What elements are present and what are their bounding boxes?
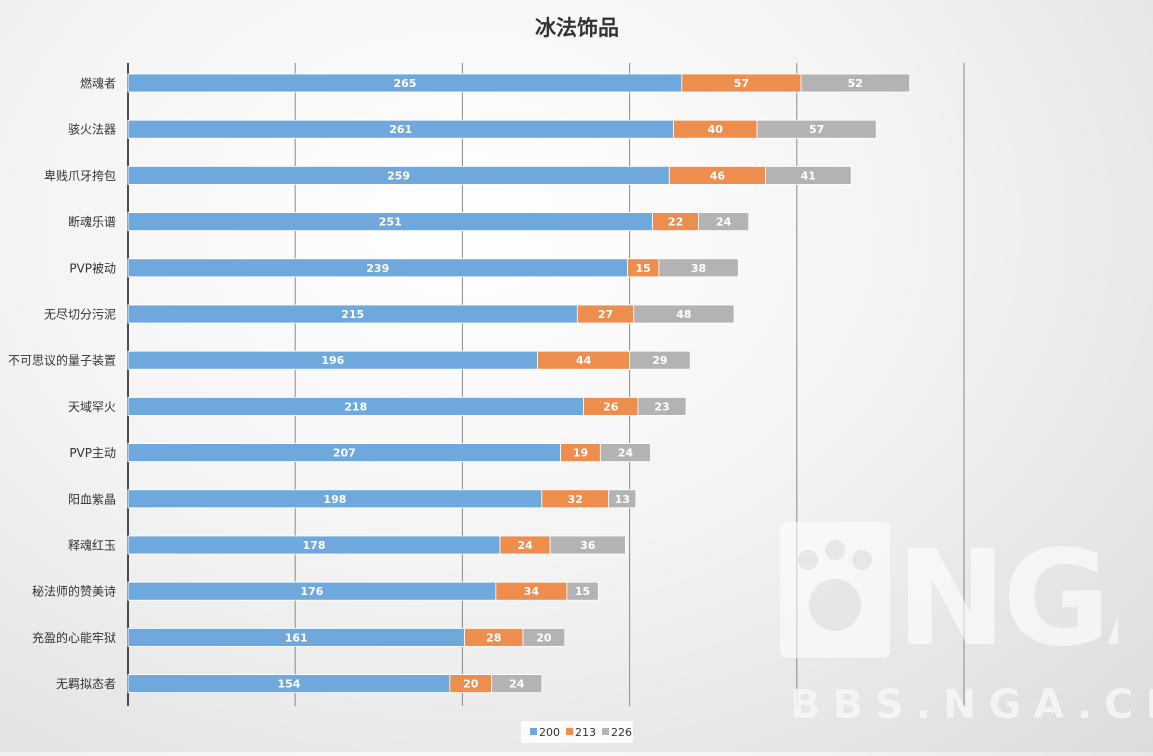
data-label: 265	[393, 77, 416, 90]
legend-label: 200	[539, 726, 560, 739]
bars	[127, 73, 911, 693]
bar-series-226	[637, 396, 687, 416]
legend: 200 213 226	[521, 721, 633, 743]
bar-series-226	[491, 674, 543, 693]
bar-series-226	[698, 212, 750, 232]
data-label: 19	[573, 447, 588, 460]
nga-watermark-logo: NGA	[780, 522, 1118, 660]
data-label: 161	[285, 631, 308, 644]
bar-series-226	[566, 581, 599, 601]
data-label: 41	[801, 169, 816, 182]
data-label: 22	[668, 216, 683, 229]
bar-series-226	[629, 350, 691, 370]
data-label: 24	[716, 216, 732, 229]
category-label: 骇火法器	[68, 122, 116, 137]
legend-label: 213	[575, 726, 596, 739]
data-label: 48	[676, 308, 691, 321]
data-label: 176	[300, 585, 323, 598]
category-label: 燃魂者	[80, 76, 116, 91]
category-label: 不可思议的量子装置	[8, 353, 116, 368]
data-label: 57	[809, 123, 824, 136]
bar-series-226	[756, 119, 877, 139]
data-label: 20	[536, 631, 552, 644]
data-label: 259	[387, 169, 410, 182]
data-label: 198	[323, 493, 346, 506]
data-label: 46	[710, 169, 726, 182]
category-label: 阳血紫晶	[68, 492, 116, 506]
data-label: 24	[517, 539, 533, 552]
legend-swatch	[602, 728, 609, 735]
bar-series-226	[800, 73, 911, 93]
data-label: 26	[603, 400, 619, 413]
bar-series-226	[633, 304, 735, 324]
legend-background	[521, 721, 633, 743]
data-label: 57	[734, 77, 749, 90]
data-label: 28	[486, 631, 501, 644]
bar-series-226	[599, 443, 651, 463]
category-label: 释魂红玉	[68, 538, 116, 553]
watermark-site-text: BBS.NGA.CN	[790, 682, 1153, 728]
data-label: 44	[576, 354, 592, 367]
category-label: 天域罕火	[68, 400, 116, 414]
category-label: 断魂乐谱	[68, 214, 116, 229]
bar-series-226	[549, 535, 626, 555]
bar-series-226	[765, 165, 852, 185]
data-label: 34	[524, 585, 540, 598]
data-label: 52	[848, 77, 863, 90]
data-label: 218	[344, 400, 367, 413]
category-label: 无尽切分污泥	[44, 308, 116, 322]
data-labels: 265 57 52 261 40 57 259 46 41 251 22 24 239 15 38 215 27…	[277, 77, 863, 691]
category-label: 充盈的心能牢狱	[32, 630, 116, 645]
category-label: PVP主动	[69, 446, 116, 460]
legend-swatch	[566, 728, 573, 735]
data-label: 23	[654, 400, 669, 413]
data-label: 38	[691, 262, 706, 275]
bar-series-226	[522, 628, 566, 647]
data-label: 24	[618, 447, 634, 460]
legend-label: 226	[611, 726, 632, 739]
legend-swatch	[530, 728, 537, 735]
data-label: 32	[568, 493, 583, 506]
data-label: 251	[379, 216, 402, 229]
data-label: 261	[389, 123, 412, 136]
data-label: 215	[341, 308, 364, 321]
data-label: 29	[652, 354, 667, 367]
category-label: 卑贱爪牙挎包	[44, 168, 116, 183]
data-label: 40	[708, 123, 724, 136]
data-label: 15	[636, 262, 651, 275]
data-label: 36	[580, 539, 596, 552]
data-label: 27	[598, 308, 613, 321]
data-label: 207	[333, 447, 356, 460]
category-label: 无羁拟态者	[56, 677, 116, 691]
data-label: 178	[303, 539, 326, 552]
data-label: 24	[509, 678, 525, 691]
category-label: 秘法师的赞美诗	[32, 584, 116, 599]
data-label: 154	[277, 678, 300, 691]
bar-series-226	[608, 489, 637, 509]
data-label: 13	[615, 493, 630, 506]
data-label: 196	[321, 354, 344, 367]
nga-logo-text: NGA	[896, 522, 1118, 660]
bar-series-226	[658, 258, 739, 278]
category-label: PVP被动	[69, 261, 116, 275]
data-label: 239	[366, 262, 389, 275]
data-label: 20	[463, 678, 479, 691]
data-label: 15	[575, 585, 590, 598]
chart-title: 冰法饰品	[535, 16, 619, 40]
